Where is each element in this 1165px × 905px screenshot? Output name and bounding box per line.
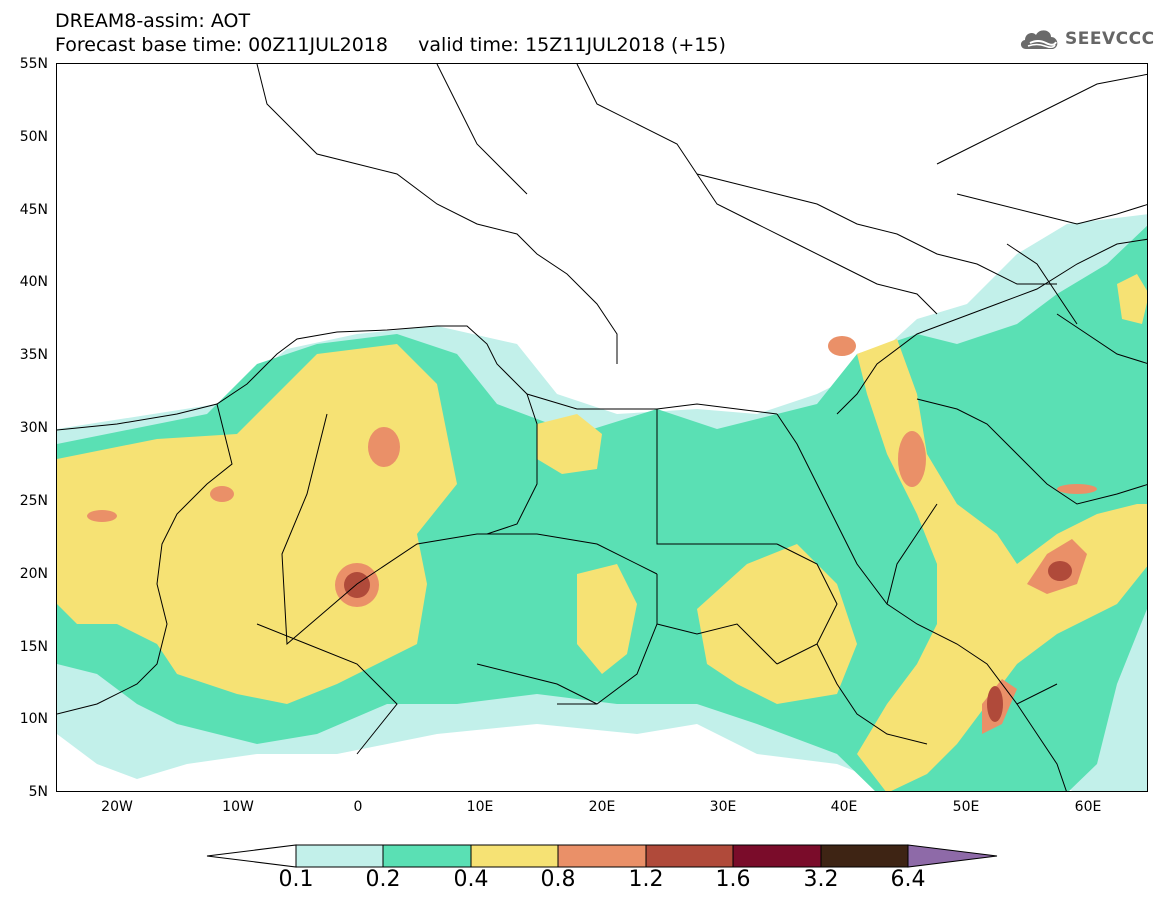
logo-text: SEEVCCC: [1065, 29, 1155, 49]
lon-label: 60E: [1074, 799, 1102, 815]
lat-label: 5N: [28, 784, 48, 800]
lat-label: 50N: [19, 129, 48, 145]
colorbar-high-arrow: [907, 844, 998, 868]
colorbar-label: 0.8: [540, 867, 576, 892]
lat-label: 45N: [19, 202, 48, 218]
colorbar-label: 3.2: [803, 867, 839, 892]
aot-contour-0.8: [368, 427, 400, 467]
colorbar-bin: [557, 844, 647, 868]
valid-time: valid time: 15Z11JUL2018 (+15): [418, 34, 726, 56]
lat-label: 25N: [19, 493, 48, 509]
colorbar-label: 0.1: [278, 867, 314, 892]
lat-label: 20N: [19, 566, 48, 582]
lon-label: 0: [353, 799, 363, 815]
lon-label: 10E: [466, 799, 494, 815]
colorbar-label: 0.4: [453, 867, 489, 892]
lat-label: 10N: [19, 711, 48, 727]
seevccc-logo: SEEVCCC: [1018, 24, 1155, 54]
aot-field: [57, 64, 1147, 791]
lon-label: 20W: [101, 799, 133, 815]
colorbar-bin: [382, 844, 472, 868]
aot-contour-1.2: [344, 572, 370, 598]
aot-map: [56, 63, 1148, 792]
colorbar-low-arrow: [206, 844, 297, 868]
lon-label: 10W: [222, 799, 254, 815]
lon-label: 30E: [709, 799, 737, 815]
colorbar-bin: [470, 844, 559, 868]
colorbar-label: 6.4: [890, 867, 926, 892]
colorbar-label: 1.6: [715, 867, 751, 892]
lat-label: 40N: [19, 274, 48, 290]
map-title: DREAM8-assim: AOT: [55, 10, 251, 32]
lat-label: 30N: [19, 420, 48, 436]
lon-label: 40E: [830, 799, 858, 815]
lon-label: 50E: [952, 799, 980, 815]
forecast-base-time: Forecast base time: 00Z11JUL2018 valid t…: [55, 34, 726, 56]
colorbar-bin: [645, 844, 734, 868]
colorbar-bin: [820, 844, 909, 868]
lat-label: 55N: [19, 56, 48, 72]
cloud-icon: [1020, 30, 1058, 49]
lon-label: 20E: [588, 799, 616, 815]
lat-label: 15N: [19, 639, 48, 655]
lat-label: 35N: [19, 347, 48, 363]
colorbar-bin: [295, 844, 384, 868]
colorbar-label: 0.2: [365, 867, 401, 892]
aot-contour-0.4: [57, 344, 457, 704]
colorbar-bin: [732, 844, 822, 868]
colorbar-label: 1.2: [628, 867, 664, 892]
